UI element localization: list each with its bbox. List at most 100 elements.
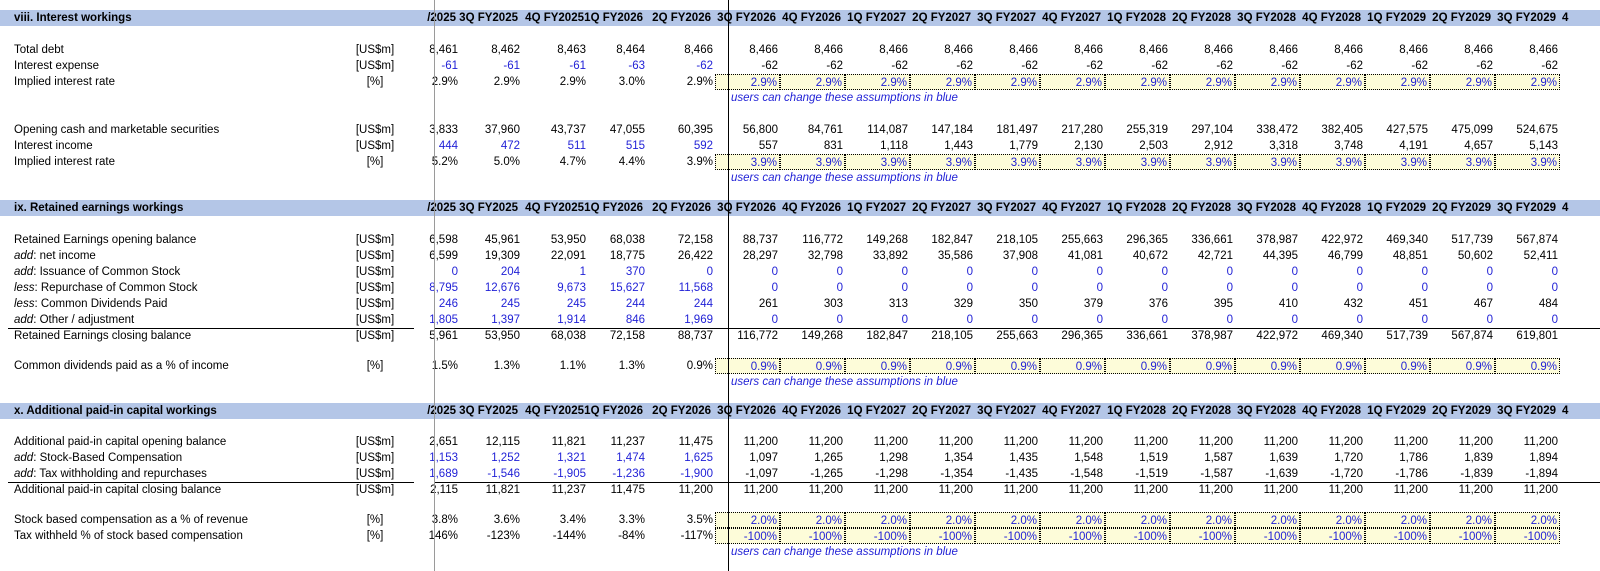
value-cell[interactable]: -62	[1411, 60, 1428, 72]
value-cell[interactable]: 0	[1421, 282, 1428, 294]
value-cell[interactable]: 1,435	[1009, 452, 1038, 464]
value-cell[interactable]: 0	[966, 314, 973, 326]
value-cell[interactable]: 244	[625, 298, 645, 310]
assumption-input-cell[interactable]: 3.9%	[715, 154, 780, 170]
column-header[interactable]: 4	[1562, 405, 1569, 417]
column-header[interactable]: 3Q FY2028	[1237, 202, 1296, 214]
assumption-input-cell[interactable]: 3.9%	[975, 154, 1040, 170]
value-cell[interactable]: 1,354	[944, 452, 973, 464]
value-cell[interactable]: 524,675	[1516, 124, 1558, 136]
assumption-input-cell[interactable]: -100%	[1300, 528, 1365, 544]
value-cell[interactable]: 1,443	[944, 140, 973, 152]
value-cell[interactable]: 48,851	[1392, 250, 1428, 262]
column-header[interactable]: 4Q FY2026	[782, 202, 841, 214]
column-header[interactable]: 4Q FY2025	[525, 12, 584, 24]
value-cell[interactable]: 8,466	[1334, 44, 1363, 56]
value-cell[interactable]: 0	[966, 282, 973, 294]
assumption-input-cell[interactable]: 2.0%	[845, 512, 910, 528]
value-cell[interactable]: 0	[1226, 266, 1233, 278]
value-cell[interactable]: 0	[1031, 266, 1038, 278]
value-cell[interactable]: 50,602	[1457, 250, 1493, 262]
column-header[interactable]: /2025	[427, 405, 456, 417]
value-cell[interactable]: 2,115	[430, 484, 458, 496]
value-cell[interactable]: 8,466	[814, 44, 843, 56]
value-cell[interactable]: 45,961	[484, 234, 520, 246]
value-cell[interactable]: 255,319	[1126, 124, 1168, 136]
value-cell[interactable]: 11,200	[873, 484, 908, 496]
value-cell[interactable]: 11,200	[1328, 436, 1363, 448]
value-cell[interactable]: 0	[1161, 282, 1168, 294]
value-cell[interactable]: -62	[1021, 60, 1038, 72]
value-cell[interactable]: 11,200	[1328, 484, 1363, 496]
value-cell[interactable]: 0	[1356, 314, 1363, 326]
assumption-input-cell[interactable]: 3.9%	[1235, 154, 1300, 170]
value-cell[interactable]: 1,519	[1139, 452, 1168, 464]
value-cell[interactable]: 378,987	[1191, 330, 1233, 342]
value-cell[interactable]: 3.8%	[431, 514, 458, 526]
assumption-input-cell[interactable]: 2.0%	[1235, 512, 1300, 528]
value-cell[interactable]: 47,055	[609, 124, 645, 136]
value-cell[interactable]: 1,805	[429, 314, 458, 326]
value-cell[interactable]: 3,833	[429, 124, 458, 136]
column-header[interactable]: 4Q FY2028	[1302, 12, 1361, 24]
assumption-input-cell[interactable]: -100%	[845, 528, 910, 544]
assumption-input-cell[interactable]: 3.9%	[1365, 154, 1430, 170]
value-cell[interactable]: 11,200	[1003, 436, 1038, 448]
value-cell[interactable]: -117%	[680, 530, 713, 542]
column-header[interactable]: 4Q FY2027	[1042, 12, 1101, 24]
value-cell[interactable]: 11,821	[485, 484, 520, 496]
value-cell[interactable]: 0	[1486, 266, 1493, 278]
value-cell[interactable]: 1,969	[684, 314, 713, 326]
value-cell[interactable]: 296,365	[1061, 330, 1103, 342]
value-cell[interactable]: 1,786	[1399, 452, 1428, 464]
value-cell[interactable]: 46,799	[1327, 250, 1363, 262]
value-cell[interactable]: 517,739	[1386, 330, 1428, 342]
value-cell[interactable]: 5,143	[1529, 140, 1558, 152]
value-cell[interactable]: -84%	[618, 530, 645, 542]
value-cell[interactable]: 11,200	[1523, 436, 1558, 448]
value-cell[interactable]: 0	[1226, 314, 1233, 326]
column-header[interactable]: 4Q FY2025	[525, 202, 584, 214]
value-cell[interactable]: 511	[567, 140, 586, 152]
value-cell[interactable]: 1,587	[1204, 452, 1233, 464]
column-header[interactable]: 1Q FY2027	[847, 12, 906, 24]
value-cell[interactable]: 11,200	[743, 436, 778, 448]
value-cell[interactable]: 8,462	[491, 44, 520, 56]
value-cell[interactable]: 246	[438, 298, 458, 310]
value-cell[interactable]: 313	[888, 298, 908, 310]
value-cell[interactable]: 0	[901, 266, 908, 278]
column-header[interactable]: 3Q FY2028	[1237, 405, 1296, 417]
value-cell[interactable]: 2.9%	[559, 76, 586, 88]
assumption-input-cell[interactable]: -100%	[1170, 528, 1235, 544]
value-cell[interactable]: -1,435	[1005, 468, 1038, 480]
value-cell[interactable]: 0	[771, 282, 778, 294]
value-cell[interactable]: 5.0%	[493, 156, 520, 168]
assumption-input-cell[interactable]: 2.0%	[910, 512, 975, 528]
value-cell[interactable]: 37,908	[1002, 250, 1038, 262]
value-cell[interactable]: 1,894	[1529, 452, 1558, 464]
value-cell[interactable]: 11,200	[1263, 484, 1298, 496]
value-cell[interactable]: 11,200	[1458, 436, 1493, 448]
column-header[interactable]: 2Q FY2027	[912, 12, 971, 24]
value-cell[interactable]: 8,466	[944, 44, 973, 56]
value-cell[interactable]: 8,466	[1139, 44, 1168, 56]
value-cell[interactable]: 303	[823, 298, 843, 310]
assumption-input-cell[interactable]: 0.9%	[1430, 358, 1495, 374]
value-cell[interactable]: 1,474	[616, 452, 645, 464]
value-cell[interactable]: 88,737	[742, 234, 778, 246]
column-header[interactable]: 1Q FY2027	[847, 202, 906, 214]
value-cell[interactable]: 218,105	[931, 330, 973, 342]
value-cell[interactable]: 336,661	[1126, 330, 1168, 342]
assumption-input-cell[interactable]: 3.9%	[910, 154, 975, 170]
column-header[interactable]: 3Q FY2028	[1237, 12, 1296, 24]
value-cell[interactable]: 4,191	[1399, 140, 1428, 152]
assumption-input-cell[interactable]: 2.0%	[1365, 512, 1430, 528]
value-cell[interactable]: 8,466	[1464, 44, 1493, 56]
assumption-input-cell[interactable]: 0.9%	[1235, 358, 1300, 374]
value-cell[interactable]: 33,892	[872, 250, 908, 262]
value-cell[interactable]: -1,905	[553, 468, 586, 480]
value-cell[interactable]: 11,200	[1133, 436, 1168, 448]
value-cell[interactable]: 0	[901, 314, 908, 326]
assumption-input-cell[interactable]: 3.9%	[1495, 154, 1560, 170]
value-cell[interactable]: 0	[901, 282, 908, 294]
